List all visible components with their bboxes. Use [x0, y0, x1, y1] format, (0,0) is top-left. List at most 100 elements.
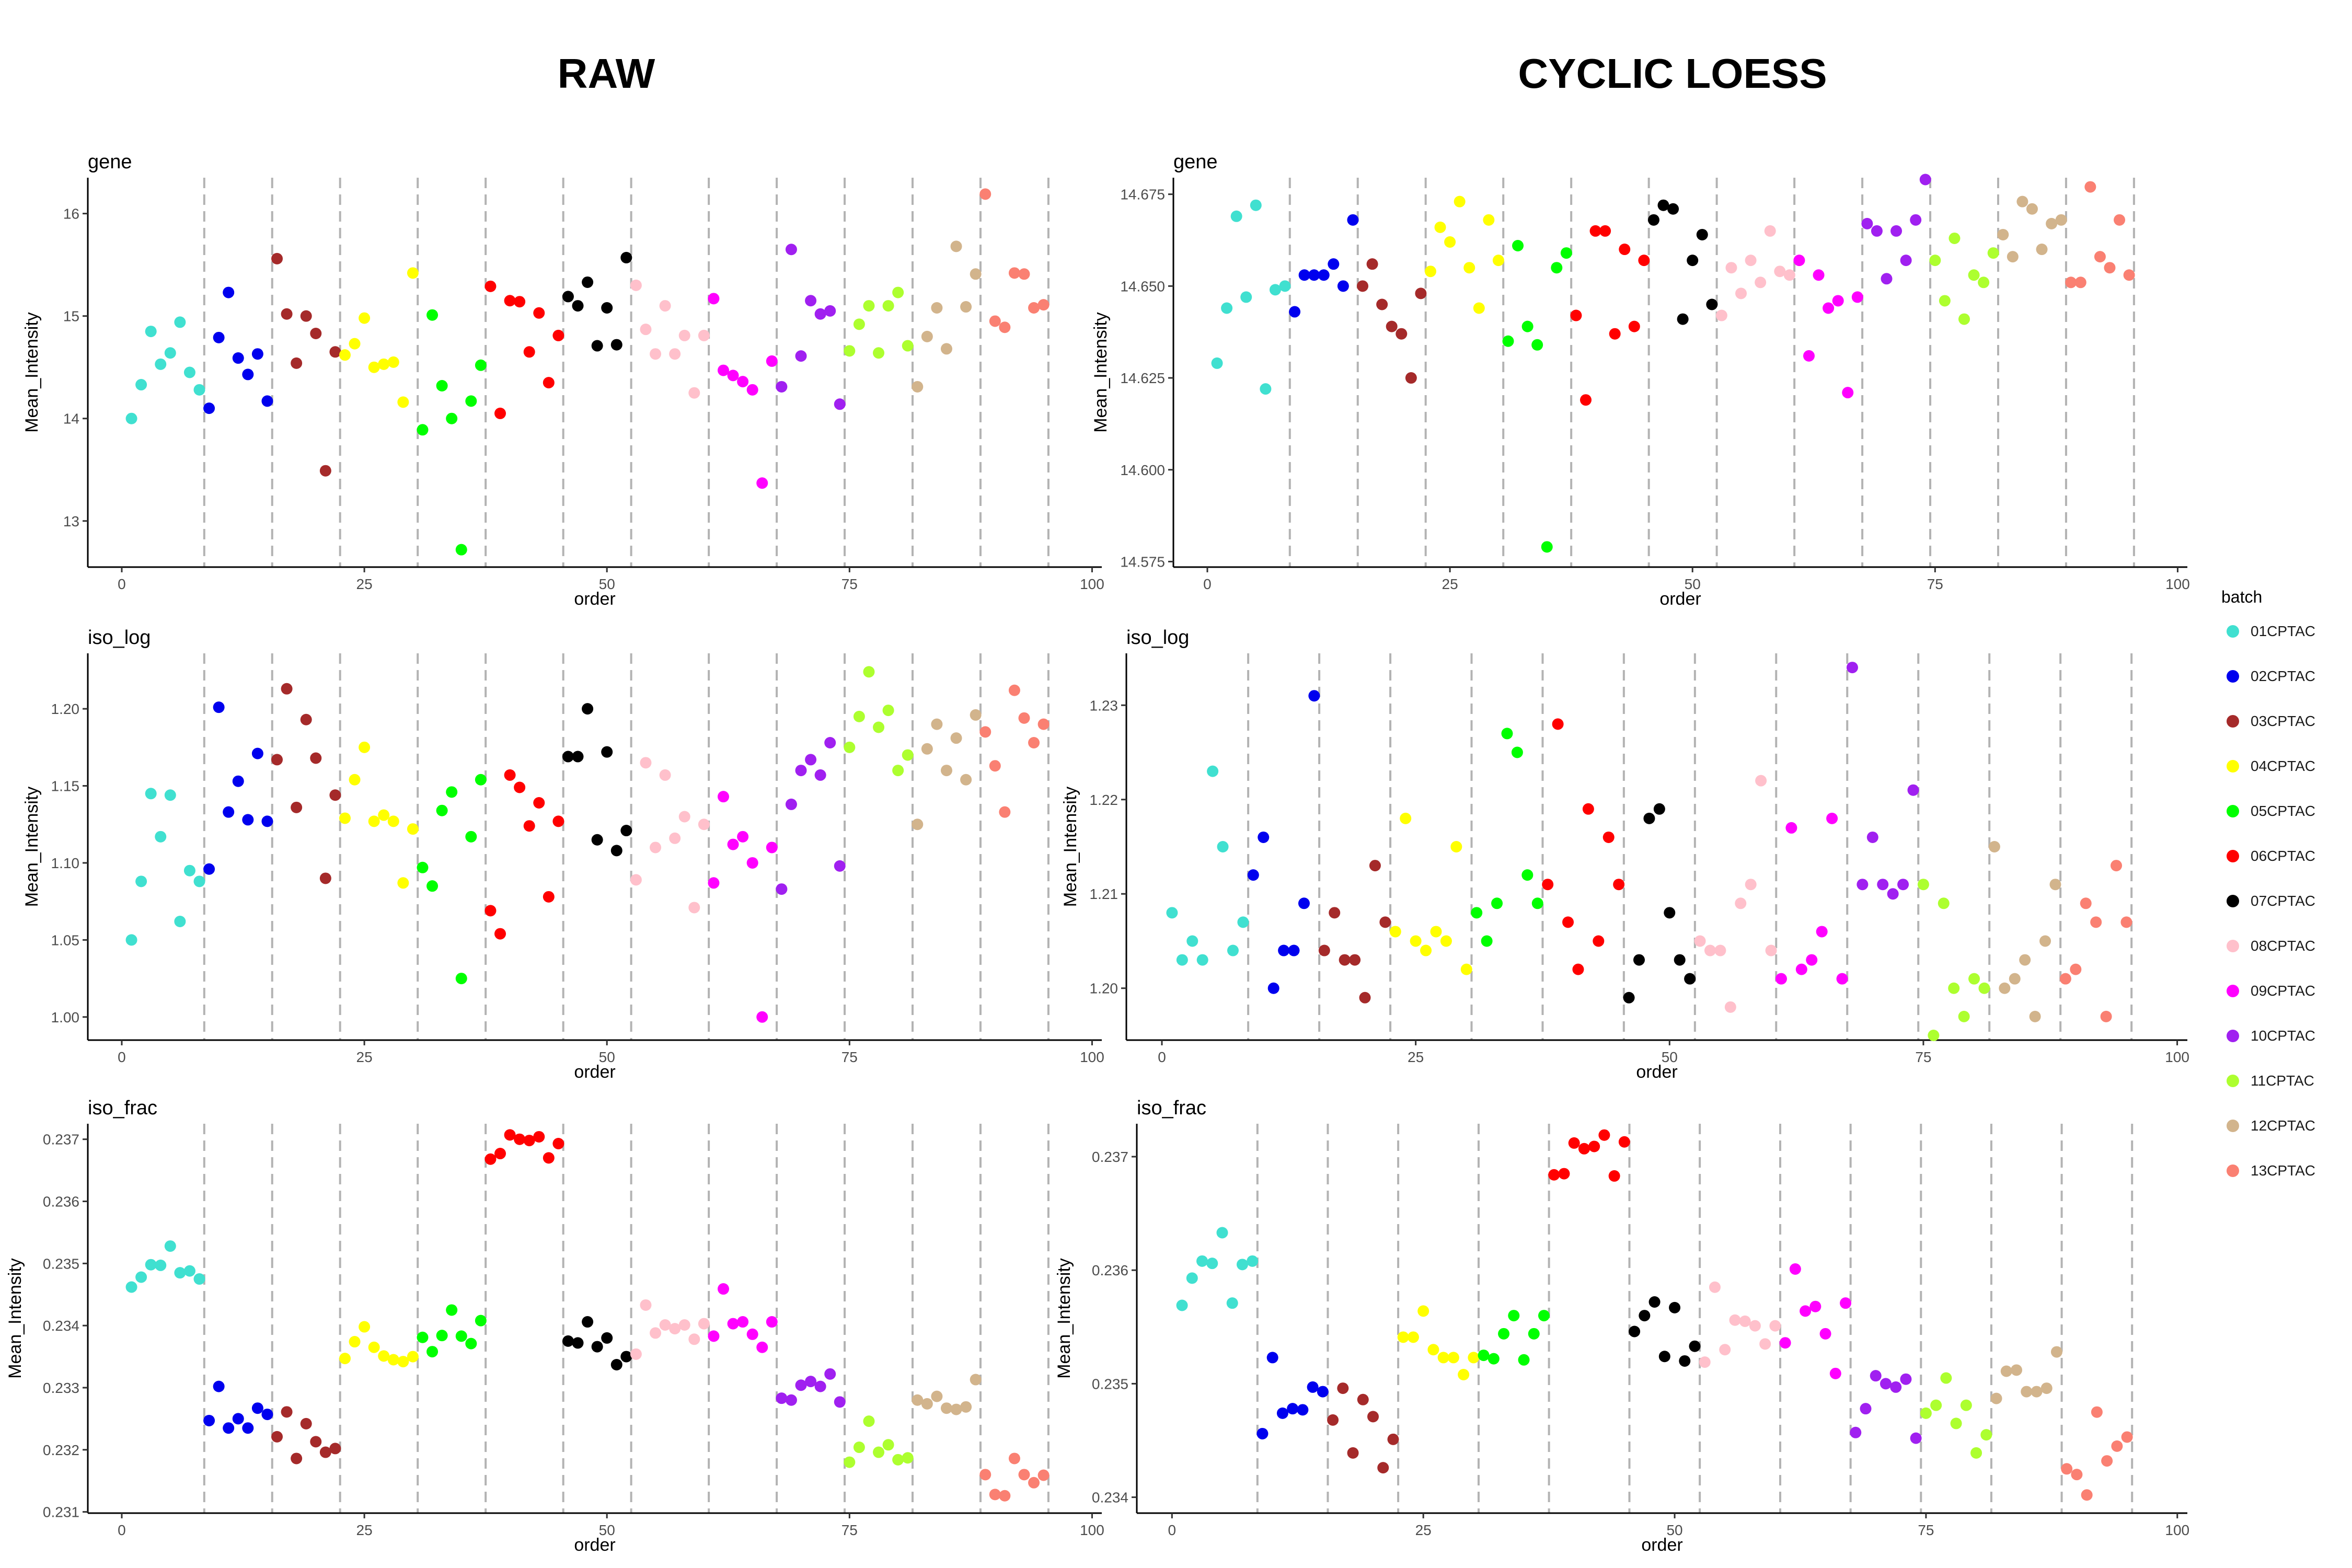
- data-point: [417, 1331, 429, 1343]
- data-point: [950, 732, 962, 744]
- data-point: [1589, 225, 1601, 237]
- data-point: [1502, 335, 1514, 347]
- data-point: [1379, 916, 1391, 928]
- data-point: [698, 329, 710, 341]
- data-point: [805, 1376, 817, 1388]
- data-point: [853, 1442, 865, 1454]
- data-point: [494, 928, 506, 940]
- data-point: [2000, 1365, 2012, 1377]
- data-point: [2061, 1463, 2073, 1475]
- data-point: [2070, 963, 2082, 975]
- data-point: [1900, 255, 1912, 267]
- data-point: [1471, 907, 1483, 919]
- data-point: [2026, 203, 2038, 215]
- data-point: [1376, 298, 1388, 310]
- data-point: [795, 765, 807, 777]
- data-point: [844, 1456, 856, 1468]
- data-point: [1186, 935, 1198, 947]
- data-point: [1907, 784, 1919, 796]
- data-point: [1890, 225, 1903, 237]
- data-point: [1227, 944, 1239, 956]
- data-point: [1531, 339, 1543, 351]
- data-point: [455, 544, 467, 556]
- data-point: [1735, 287, 1747, 299]
- data-point: [1887, 888, 1899, 900]
- data-point: [145, 788, 157, 800]
- data-point: [989, 315, 1001, 327]
- data-point: [814, 308, 826, 320]
- x-tick-label: 75: [1915, 1049, 1931, 1065]
- data-point: [1779, 1337, 1791, 1349]
- data-point: [183, 366, 195, 378]
- data-point: [523, 820, 535, 832]
- data-point: [572, 1337, 584, 1349]
- y-tick-label: 14: [63, 411, 79, 427]
- data-point: [1795, 963, 1807, 975]
- data-point: [2065, 276, 2077, 289]
- data-point: [698, 818, 710, 831]
- data-point: [1950, 1417, 1962, 1429]
- data-point: [1347, 1447, 1359, 1459]
- data-point: [223, 806, 235, 818]
- legend-item: 10CPTAC: [2221, 1021, 2347, 1053]
- legend-label: 05CPTAC: [2251, 803, 2315, 819]
- legend-swatch: [2227, 850, 2239, 862]
- x-tick-label: 75: [841, 1522, 858, 1538]
- data-point: [1437, 1352, 1449, 1364]
- data-point: [601, 302, 613, 314]
- data-point: [1405, 372, 1417, 384]
- data-point: [1166, 907, 1178, 919]
- data-point: [678, 1319, 690, 1331]
- data-point: [1643, 812, 1655, 824]
- y-tick-label: 0.235: [1092, 1376, 1128, 1392]
- data-point: [1816, 926, 1828, 938]
- data-point: [1538, 1310, 1550, 1322]
- data-point: [1928, 1029, 1940, 1041]
- data-point: [1328, 258, 1340, 270]
- data-point: [766, 1316, 778, 1328]
- data-point: [1366, 258, 1378, 270]
- x-tick-label: 75: [1918, 1522, 1934, 1538]
- data-point: [1317, 1386, 1329, 1398]
- legend-item: 02CPTAC: [2221, 662, 2347, 693]
- data-point: [776, 381, 788, 393]
- data-point: [1579, 394, 1592, 406]
- column-title-cyclic-loess: CYCLIC LOESS: [1518, 50, 1827, 97]
- data-point: [2055, 214, 2067, 226]
- panel-raw-iso_log: iso_log 0 25 50 75 100 order 1.00 1.05 1.10 1.15 1.…: [22, 627, 1104, 1082]
- data-point: [1629, 1325, 1641, 1338]
- data-point: [591, 1341, 603, 1353]
- data-point: [193, 875, 205, 887]
- data-point: [242, 814, 254, 826]
- data-point: [1512, 240, 1524, 252]
- data-point: [1308, 269, 1320, 281]
- data-point: [1618, 1136, 1630, 1148]
- data-point: [504, 769, 516, 781]
- data-point: [329, 346, 341, 358]
- x-tick-label: 50: [1662, 1049, 1678, 1065]
- data-point: [261, 815, 273, 827]
- data-point: [814, 769, 826, 781]
- data-point: [950, 1403, 962, 1415]
- data-point: [1349, 954, 1361, 966]
- data-point: [1608, 1170, 1620, 1182]
- data-point: [1939, 295, 1951, 307]
- data-point: [514, 296, 526, 308]
- y-tick-label: 0.232: [43, 1442, 79, 1458]
- data-point: [455, 1330, 467, 1342]
- data-point: [1860, 1403, 1872, 1415]
- data-point: [1785, 822, 1797, 834]
- data-point: [387, 356, 399, 368]
- data-point: [1488, 1353, 1500, 1365]
- y-tick-label: 1.20: [51, 701, 80, 717]
- data-point: [2007, 251, 2019, 263]
- data-point: [1397, 1331, 1409, 1343]
- data-point: [582, 276, 594, 288]
- data-point: [281, 308, 293, 320]
- y-tick-label: 14.650: [1120, 278, 1165, 294]
- data-point: [756, 1011, 768, 1023]
- data-point: [1186, 1272, 1198, 1284]
- data-point: [785, 244, 797, 256]
- data-point: [1960, 1399, 1972, 1411]
- data-point: [834, 398, 846, 410]
